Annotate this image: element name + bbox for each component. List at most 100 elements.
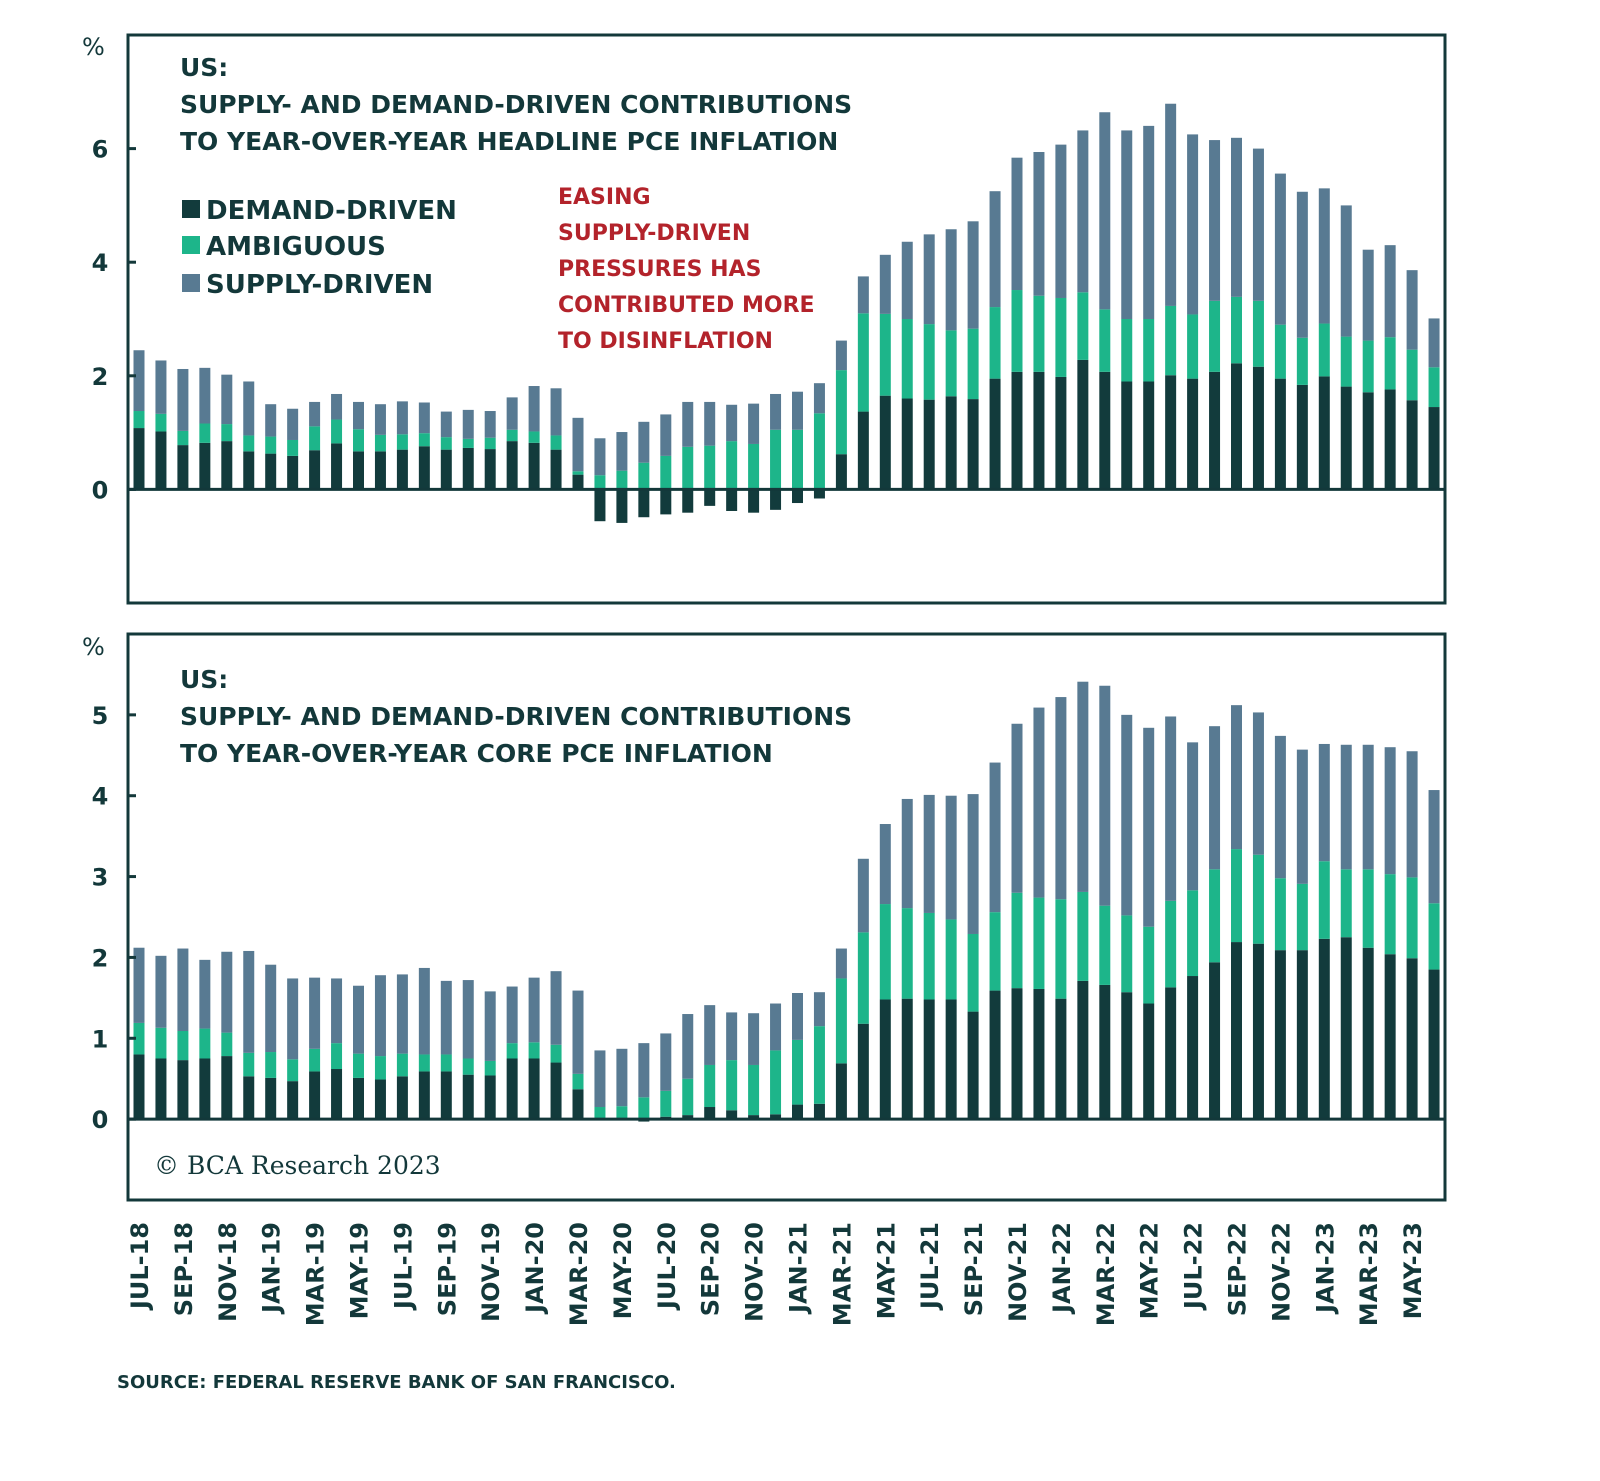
bar-segment-demand-jun-23	[1428, 969, 1440, 1120]
bar-segment-supply-jul-18	[133, 350, 145, 412]
bar-segment-demand-feb-21	[813, 1103, 825, 1120]
bar-segment-ambiguous-nov-20	[748, 443, 760, 490]
y-tick-label: 4	[92, 249, 109, 277]
bar-segment-ambiguous-apr-19	[331, 419, 343, 444]
bar-segment-demand-dec-21	[1033, 371, 1045, 490]
x-tick-label: JUL-21	[916, 1222, 944, 1311]
y-tick-label: 6	[92, 136, 109, 164]
bar-segment-demand-sep-19	[440, 1071, 452, 1120]
x-tick-label: JAN-22	[1048, 1222, 1076, 1315]
legend: DEMAND-DRIVEN AMBIGUOUS SUPPLY-DRIVEN	[182, 196, 457, 300]
x-tick-label: JAN-23	[1311, 1222, 1339, 1315]
bar-segment-ambiguous-nov-21	[1011, 290, 1023, 372]
x-axis-labels: JUL-18 SEP-18 NOV-18 JAN-19 MAR-19 MAY-19 JUL-…	[126, 1222, 1427, 1326]
bar-segment-demand-jul-22	[1187, 976, 1199, 1120]
bar-segment-demand-sep-22	[1231, 942, 1242, 1120]
y-tick-label: 1	[92, 1025, 109, 1053]
bar-segment-demand-may-23	[1406, 958, 1418, 1120]
bar-segment-supply-jul-21	[923, 234, 935, 325]
x-tick-label: MAY-20	[609, 1222, 637, 1319]
bar-segment-demand-nov-19	[484, 449, 496, 490]
bar-segment-supply-jan-20	[528, 386, 540, 432]
bar-segment-supply-mar-21	[835, 340, 847, 371]
x-tick-label: JAN-19	[258, 1222, 286, 1315]
legend-swatch-supply	[182, 274, 200, 292]
bar-segment-demand-dec-22	[1296, 950, 1308, 1120]
core-y-axis: 0 1 2 3 4 5	[92, 702, 136, 1134]
bar-segment-ambiguous-may-19	[353, 1053, 364, 1078]
bar-segment-demand-oct-18	[199, 1058, 211, 1120]
bar-segment-ambiguous-may-23	[1406, 877, 1418, 959]
bar-segment-supply-nov-18	[221, 951, 233, 1033]
bar-segment-ambiguous-apr-19	[331, 1043, 343, 1070]
x-tick-label: MAR-20	[565, 1222, 593, 1326]
bar-segment-ambiguous-nov-22	[1274, 324, 1286, 379]
bar-segment-demand-mar-21	[835, 454, 847, 490]
bar-segment-supply-oct-20	[726, 404, 738, 442]
x-tick-label: NOV-20	[741, 1222, 769, 1322]
source-note: SOURCE: FEDERAL RESERVE BANK OF SAN FRAN…	[117, 1372, 676, 1393]
bar-segment-ambiguous-apr-21	[857, 313, 869, 412]
bar-segment-supply-jun-19	[374, 404, 386, 435]
bar-segment-ambiguous-mar-23	[1362, 869, 1374, 948]
bar-segment-ambiguous-feb-20	[550, 1044, 562, 1063]
bar-segment-ambiguous-jan-20	[528, 431, 540, 443]
bar-segment-supply-dec-22	[1296, 749, 1308, 884]
bar-segment-ambiguous-jun-21	[901, 908, 913, 999]
bar-segment-demand-jan-21	[792, 1104, 803, 1120]
bar-segment-ambiguous-jan-19	[265, 1052, 277, 1078]
bar-segment-demand-apr-19	[331, 443, 343, 490]
bar-segment-demand-dec-19	[506, 441, 518, 490]
bar-segment-supply-apr-22	[1121, 130, 1133, 319]
bar-segment-supply-jan-21	[792, 391, 803, 430]
bar-segment-ambiguous-nov-18	[221, 424, 233, 442]
bar-segment-demand-sep-18	[177, 445, 189, 490]
bar-segment-demand-nov-20	[748, 1115, 760, 1120]
bar-segment-supply-dec-21	[1033, 152, 1045, 296]
bar-segment-ambiguous-mar-19	[309, 1048, 321, 1072]
bar-segment-supply-apr-21	[857, 276, 869, 314]
bar-segment-demand-dec-18	[243, 451, 255, 490]
bar-segment-demand-dec-20	[770, 1114, 782, 1120]
bar-segment-supply-sep-18	[177, 368, 189, 431]
bar-segment-demand-mar-20	[572, 1089, 584, 1120]
bar-segment-supply-may-21	[879, 824, 891, 905]
bar-segment-supply-jan-22	[1055, 144, 1067, 298]
bar-segment-demand-mar-19	[309, 450, 321, 490]
bar-segment-ambiguous-feb-23	[1340, 869, 1352, 938]
bar-segment-demand-dec-22	[1296, 384, 1308, 490]
y-tick-label: 0	[92, 476, 109, 504]
bar-segment-demand-dec-21	[1033, 988, 1045, 1120]
bar-segment-demand-jun-19	[374, 1079, 386, 1120]
bar-segment-ambiguous-jan-22	[1055, 297, 1067, 377]
bar-segment-demand-mar-22	[1099, 984, 1111, 1120]
bar-segment-demand-jan-19	[265, 453, 277, 490]
bar-segment-ambiguous-dec-22	[1296, 337, 1308, 385]
bar-segment-ambiguous-aug-22	[1209, 869, 1221, 963]
bar-segment-supply-mar-20	[572, 990, 584, 1074]
bar-segment-ambiguous-mar-19	[309, 426, 321, 451]
bar-segment-supply-nov-19	[484, 411, 496, 438]
bar-segment-ambiguous-nov-20	[748, 1064, 760, 1116]
bar-segment-demand-jul-19	[396, 449, 408, 490]
bar-segment-demand-jan-22	[1055, 998, 1067, 1120]
bar-segment-demand-sep-20	[704, 1107, 716, 1120]
bar-segment-demand-jul-19	[396, 1076, 408, 1120]
bar-segment-demand-apr-21	[857, 1023, 869, 1120]
core-y-unit: %	[82, 633, 105, 661]
bar-segment-supply-may-23	[1406, 270, 1418, 350]
bar-segment-ambiguous-apr-20	[594, 475, 606, 490]
bar-segment-demand-aug-20	[682, 1115, 694, 1120]
legend-label-supply: SUPPLY-DRIVEN	[206, 270, 433, 300]
bar-segment-ambiguous-jul-20	[660, 1090, 672, 1117]
x-tick-label: SEP-20	[697, 1222, 725, 1316]
bar-segment-demand-may-21	[879, 395, 891, 490]
bar-segment-ambiguous-may-22	[1143, 926, 1155, 1004]
bar-segment-supply-feb-20	[550, 388, 562, 436]
bar-segment-supply-apr-22	[1121, 714, 1133, 916]
bar-segment-ambiguous-feb-20	[550, 435, 562, 450]
bar-segment-supply-nov-22	[1274, 173, 1286, 325]
bar-segment-ambiguous-aug-20	[682, 1078, 694, 1116]
bar-segment-ambiguous-jun-19	[374, 434, 386, 452]
bar-segment-ambiguous-sep-21	[967, 933, 979, 1012]
